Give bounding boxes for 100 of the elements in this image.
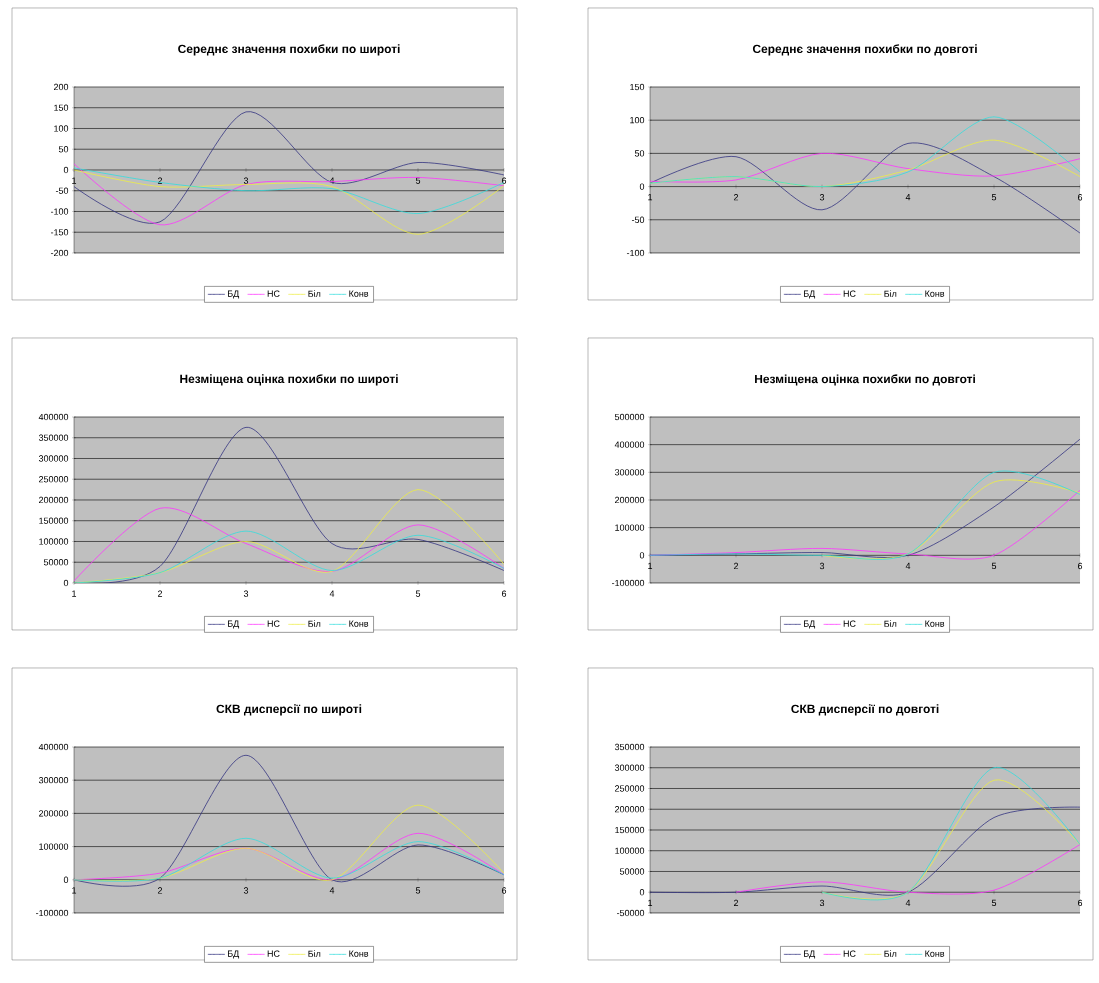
line-series (74, 169, 505, 235)
y-tick-label: 250000 (39, 476, 69, 483)
y-tick-label: 400000 (38, 413, 69, 421)
legend-label: Конв (925, 620, 945, 627)
y-tick-label: 0 (63, 579, 69, 587)
line-series (74, 163, 505, 226)
line-series (650, 152, 1081, 183)
legend-label: БД (227, 620, 240, 629)
y-tick-label: -100 (50, 208, 69, 215)
y-tick-label: 300000 (38, 777, 69, 784)
legend-label: Конв (925, 290, 945, 297)
y-tick-label: 50000 (43, 559, 69, 566)
y-tick-label: -50 (55, 187, 69, 194)
x-tick-label: 2 (733, 899, 739, 907)
line-series (74, 167, 505, 214)
line-series (74, 111, 505, 224)
x-tick-label: 3 (243, 590, 249, 597)
y-tick-label: 0 (639, 183, 645, 190)
x-tick-label: 4 (905, 899, 911, 906)
line-series (650, 116, 1081, 187)
y-tick-label: 0 (63, 166, 69, 174)
y-tick-label: 150000 (615, 826, 645, 834)
x-tick-label: 5 (415, 177, 421, 184)
y-tick-label: 100000 (615, 847, 645, 854)
y-tick-label: 200000 (615, 806, 645, 813)
y-tick-label: 500000 (614, 413, 645, 421)
y-tick-label: -100000 (35, 909, 69, 917)
legend-label: БД (227, 950, 240, 959)
y-tick-label: 200 (53, 83, 69, 91)
y-tick-label: 300000 (614, 469, 645, 476)
y-tick-label: 100000 (39, 843, 69, 850)
legend-label: БД (803, 620, 816, 629)
y-tick-label: 100 (54, 125, 69, 132)
x-tick-label: 1 (72, 887, 77, 894)
y-tick-label: 200000 (39, 810, 69, 817)
y-tick-label: -100000 (611, 579, 645, 587)
x-tick-label: 4 (905, 194, 911, 201)
x-tick-label: 2 (157, 590, 163, 597)
y-tick-label: 350000 (38, 434, 69, 441)
y-tick-label: 50 (634, 150, 645, 157)
y-tick-label: 100 (630, 117, 645, 124)
x-tick-label: 5 (415, 590, 421, 597)
y-tick-label: 0 (639, 552, 645, 559)
y-tick-label: 350000 (614, 743, 645, 751)
x-tick-label: 6 (501, 177, 507, 184)
legend-label: Конв (349, 290, 369, 297)
legend-label: Біл (308, 620, 321, 627)
line-series (650, 142, 1081, 234)
y-tick-label: 200000 (39, 496, 69, 504)
x-tick-label: 1 (648, 562, 653, 569)
legend-label: Біл (884, 290, 897, 297)
x-tick-label: 6 (1077, 899, 1083, 907)
x-tick-label: 4 (329, 887, 335, 894)
chart-title: Середнє значення похибки по довготі (752, 44, 977, 56)
chart-title: Незміщена оцінка похибки по довготі (755, 374, 975, 386)
chart-title: СКВ дисперсії по широті (216, 704, 362, 716)
y-tick-label: -200 (50, 249, 69, 257)
x-tick-label: 6 (501, 590, 507, 597)
y-tick-label: 0 (63, 876, 69, 883)
x-tick-label: 3 (819, 899, 825, 907)
x-tick-label: 3 (243, 177, 249, 184)
x-tick-label: 5 (415, 887, 421, 894)
legend-label: НС (843, 290, 856, 297)
x-tick-label: 4 (329, 177, 335, 184)
y-tick-label: 50 (58, 146, 69, 153)
legend-label: Біл (308, 290, 321, 297)
y-tick-label: 400000 (38, 743, 69, 751)
x-tick-label: 1 (648, 194, 653, 201)
y-tick-label: 400000 (614, 441, 645, 448)
y-tick-label: 100000 (39, 538, 69, 545)
y-tick-label: 250000 (615, 785, 645, 792)
legend-label: Біл (884, 620, 897, 627)
y-tick-label: 200000 (615, 496, 645, 504)
chart-title: Середнє значення похибки по широті (178, 44, 400, 56)
x-tick-label: 3 (819, 562, 825, 570)
x-tick-label: 3 (819, 194, 825, 201)
x-tick-label: 1 (648, 899, 653, 906)
legend-label: БД (227, 290, 240, 299)
x-tick-label: 6 (501, 887, 507, 894)
legend-label: БД (803, 950, 816, 959)
x-tick-label: 2 (157, 177, 163, 184)
chart-title: Незміщена оцінка похибки по широті (180, 374, 398, 386)
legend-label: Біл (884, 950, 897, 957)
x-tick-label: 5 (991, 194, 997, 201)
x-tick-label: 2 (733, 194, 739, 201)
legend-label: НС (843, 620, 856, 627)
y-tick-label: 150 (54, 104, 69, 111)
x-tick-label: 5 (991, 562, 997, 570)
y-tick-label: -100 (626, 249, 645, 257)
x-tick-label: 5 (991, 899, 997, 907)
y-tick-label: 150000 (39, 517, 69, 524)
x-tick-label: 2 (157, 887, 163, 894)
y-tick-label: 100000 (615, 524, 645, 531)
x-tick-label: 6 (1077, 562, 1083, 570)
x-tick-label: 2 (733, 562, 739, 570)
y-tick-label: 300000 (614, 764, 645, 771)
legend-label: Конв (925, 950, 945, 957)
y-tick-label: -150 (50, 229, 69, 236)
y-tick-label: 50000 (619, 868, 645, 875)
legend-label: НС (843, 950, 856, 957)
